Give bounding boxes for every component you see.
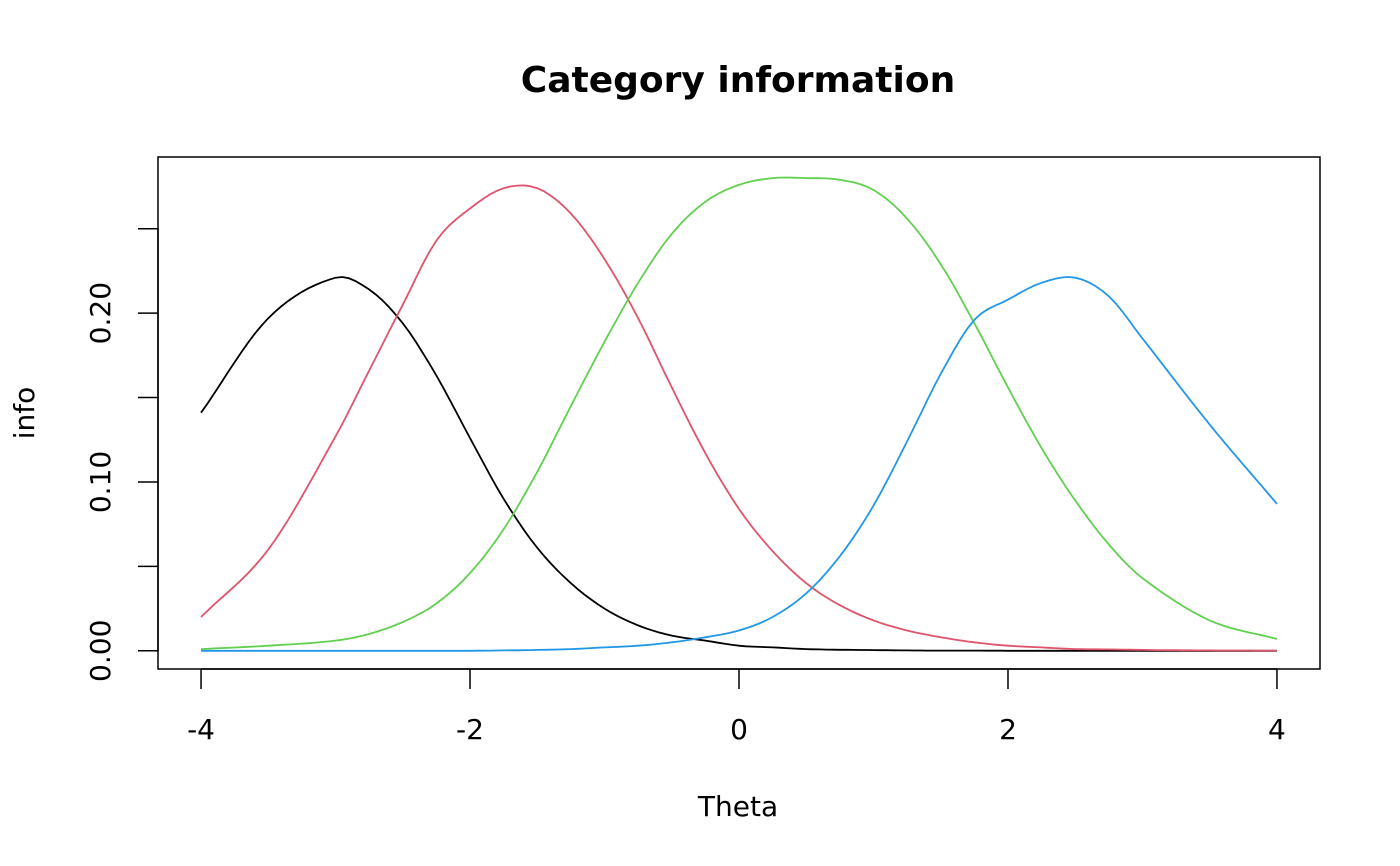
y-axis-ticks: 0.00 0.10 0.20 [84,227,158,682]
x-tick-label: -4 [187,713,215,746]
chart-title: Category information [521,60,955,101]
y-axis-title: info [8,387,41,440]
x-tick-label: 0 [730,713,748,746]
x-tick-label: 4 [1268,713,1286,746]
series-line-3 [200,176,1278,650]
series-layer [200,176,1278,652]
series-line-1 [200,276,1277,652]
x-axis-title: Theta [697,790,778,823]
x-tick-label: -2 [456,713,484,746]
x-axis-ticks: -4 -2 0 2 4 [187,669,1286,746]
y-tick-label: 0.10 [84,451,117,513]
series-line-2 [200,184,1277,652]
y-tick-label: 0.00 [84,620,117,682]
series-line-4 [201,276,1278,652]
plot-area-frame [157,156,1321,670]
x-tick-label: 2 [999,713,1017,746]
y-tick-label: 0.20 [84,282,117,344]
